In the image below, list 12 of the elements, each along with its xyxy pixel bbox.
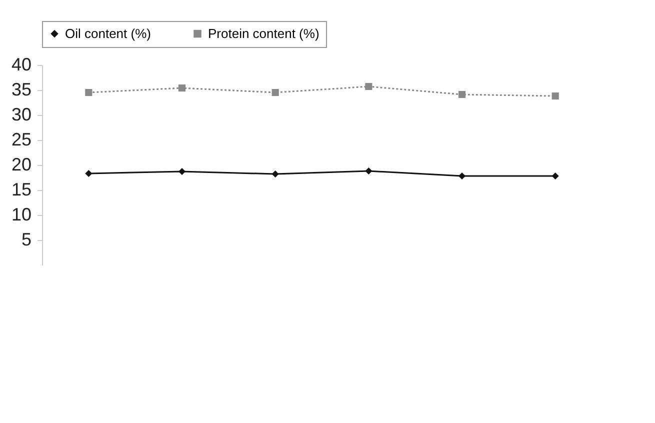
- y-tick-label: 25: [11, 130, 32, 150]
- y-tick-label: 10: [11, 204, 32, 224]
- y-tick-label: 40: [11, 54, 32, 74]
- y-tick-label: 35: [11, 80, 32, 100]
- point: [85, 88, 92, 96]
- y-tick-label: 15: [11, 180, 32, 200]
- y-tick-label: 30: [11, 104, 32, 124]
- legend-label: Protein content (%): [208, 26, 320, 41]
- y-tick-label: 20: [11, 154, 32, 174]
- y-tick-label: 5: [21, 230, 32, 250]
- legend-label: Oil content (%): [65, 26, 151, 41]
- point: [552, 92, 559, 100]
